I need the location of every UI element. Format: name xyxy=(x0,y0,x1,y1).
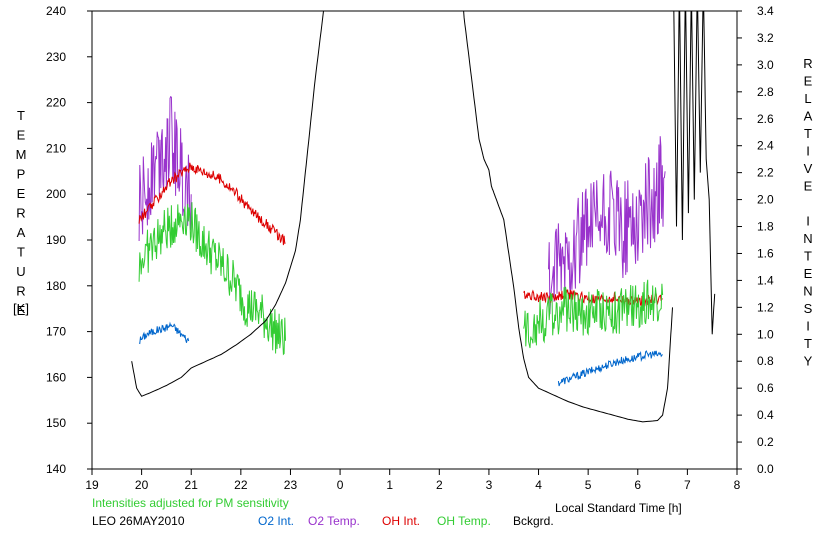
y-right-tick-label: 2.2 xyxy=(757,166,774,180)
y-left-tick-label: 190 xyxy=(46,233,66,247)
series-line-bckgrd xyxy=(131,11,325,397)
series-line-bckgrd xyxy=(673,11,716,335)
legend-entry: OH Int. xyxy=(382,514,420,528)
x-tick-label: 22 xyxy=(234,478,248,492)
series-layer xyxy=(131,11,716,423)
y-left-tick-label: 180 xyxy=(46,279,66,293)
series-line-o2-int xyxy=(138,321,190,345)
x-tick-label: 19 xyxy=(85,478,99,492)
y-left-tick-label: 240 xyxy=(46,4,66,18)
y-right-tick-label: 2.6 xyxy=(757,112,774,126)
y-left-tick-label: 160 xyxy=(46,370,66,384)
axes: 19 20 21 22 23 0 1 2 3 4 5 6 7 8140150160170180190200… xyxy=(46,4,774,492)
series-line-oh-temp xyxy=(523,279,664,349)
x-tick-label: 6 xyxy=(634,478,641,492)
y-left-tick-label: 150 xyxy=(46,416,66,430)
y-right-tick-label: 0.8 xyxy=(757,354,774,368)
y-right-tick-label: 1.0 xyxy=(757,327,774,341)
legend-entry: Bckgrd. xyxy=(513,514,554,528)
legend: O2 Int. O2 Temp. OH Int. OH Temp. Bckgrd. xyxy=(258,514,554,528)
y-left-axis-unit: [K] xyxy=(13,301,29,316)
series-line-o2-temp xyxy=(548,136,666,315)
y-right-tick-label: 1.6 xyxy=(757,246,774,260)
y-right-tick-label: 0.2 xyxy=(757,435,774,449)
station-label: LEO 26MAY2010 xyxy=(92,514,185,528)
y-right-tick-label: 1.8 xyxy=(757,220,774,234)
y-left-tick-label: 220 xyxy=(46,96,66,110)
x-tick-label: 20 xyxy=(135,478,149,492)
y-right-tick-label: 1.4 xyxy=(757,273,774,287)
x-tick-label: 2 xyxy=(436,478,443,492)
x-tick-label: 5 xyxy=(585,478,592,492)
series-line-oh-int xyxy=(523,289,663,308)
y-right-tick-label: 2.8 xyxy=(757,85,774,99)
sensitivity-note: Intensities adjusted for PM sensitivity xyxy=(92,496,289,510)
series-line-o2-int xyxy=(557,350,663,387)
y-right-tick-label: 2.4 xyxy=(757,139,774,153)
y-right-tick-label: 2.0 xyxy=(757,193,774,207)
y-right-tick-label: 0.6 xyxy=(757,381,774,395)
legend-entry: O2 Int. xyxy=(258,514,294,528)
legend-entry: OH Temp. xyxy=(437,514,491,528)
y-right-tick-label: 3.4 xyxy=(757,4,774,18)
y-left-tick-label: 140 xyxy=(46,462,66,476)
x-tick-label: 8 xyxy=(734,478,741,492)
series-line-oh-int xyxy=(138,162,286,246)
y-left-tick-label: 230 xyxy=(46,50,66,64)
y-right-tick-label: 3.0 xyxy=(757,58,774,72)
x-tick-label: 1 xyxy=(386,478,393,492)
y-right-tick-label: 1.2 xyxy=(757,300,774,314)
x-tick-label: 3 xyxy=(486,478,493,492)
x-axis-title: Local Standard Time [h] xyxy=(555,501,682,515)
x-tick-label: 21 xyxy=(185,478,199,492)
y-left-tick-label: 170 xyxy=(46,325,66,339)
y-left-tick-label: 200 xyxy=(46,187,66,201)
x-tick-label: 23 xyxy=(284,478,298,492)
series-line-bckgrd xyxy=(463,11,673,423)
series-line-oh-temp xyxy=(138,202,286,356)
legend-entry: O2 Temp. xyxy=(308,514,360,528)
chart-footer: Intensities adjusted for PM sensitivity … xyxy=(92,496,682,528)
y-right-tick-label: 0.0 xyxy=(757,462,774,476)
x-tick-label: 4 xyxy=(535,478,542,492)
y-right-tick-label: 0.4 xyxy=(757,408,774,422)
x-tick-label: 7 xyxy=(684,478,691,492)
y-left-tick-label: 210 xyxy=(46,141,66,155)
y-right-tick-label: 3.2 xyxy=(757,31,774,45)
x-tick-label: 0 xyxy=(337,478,344,492)
